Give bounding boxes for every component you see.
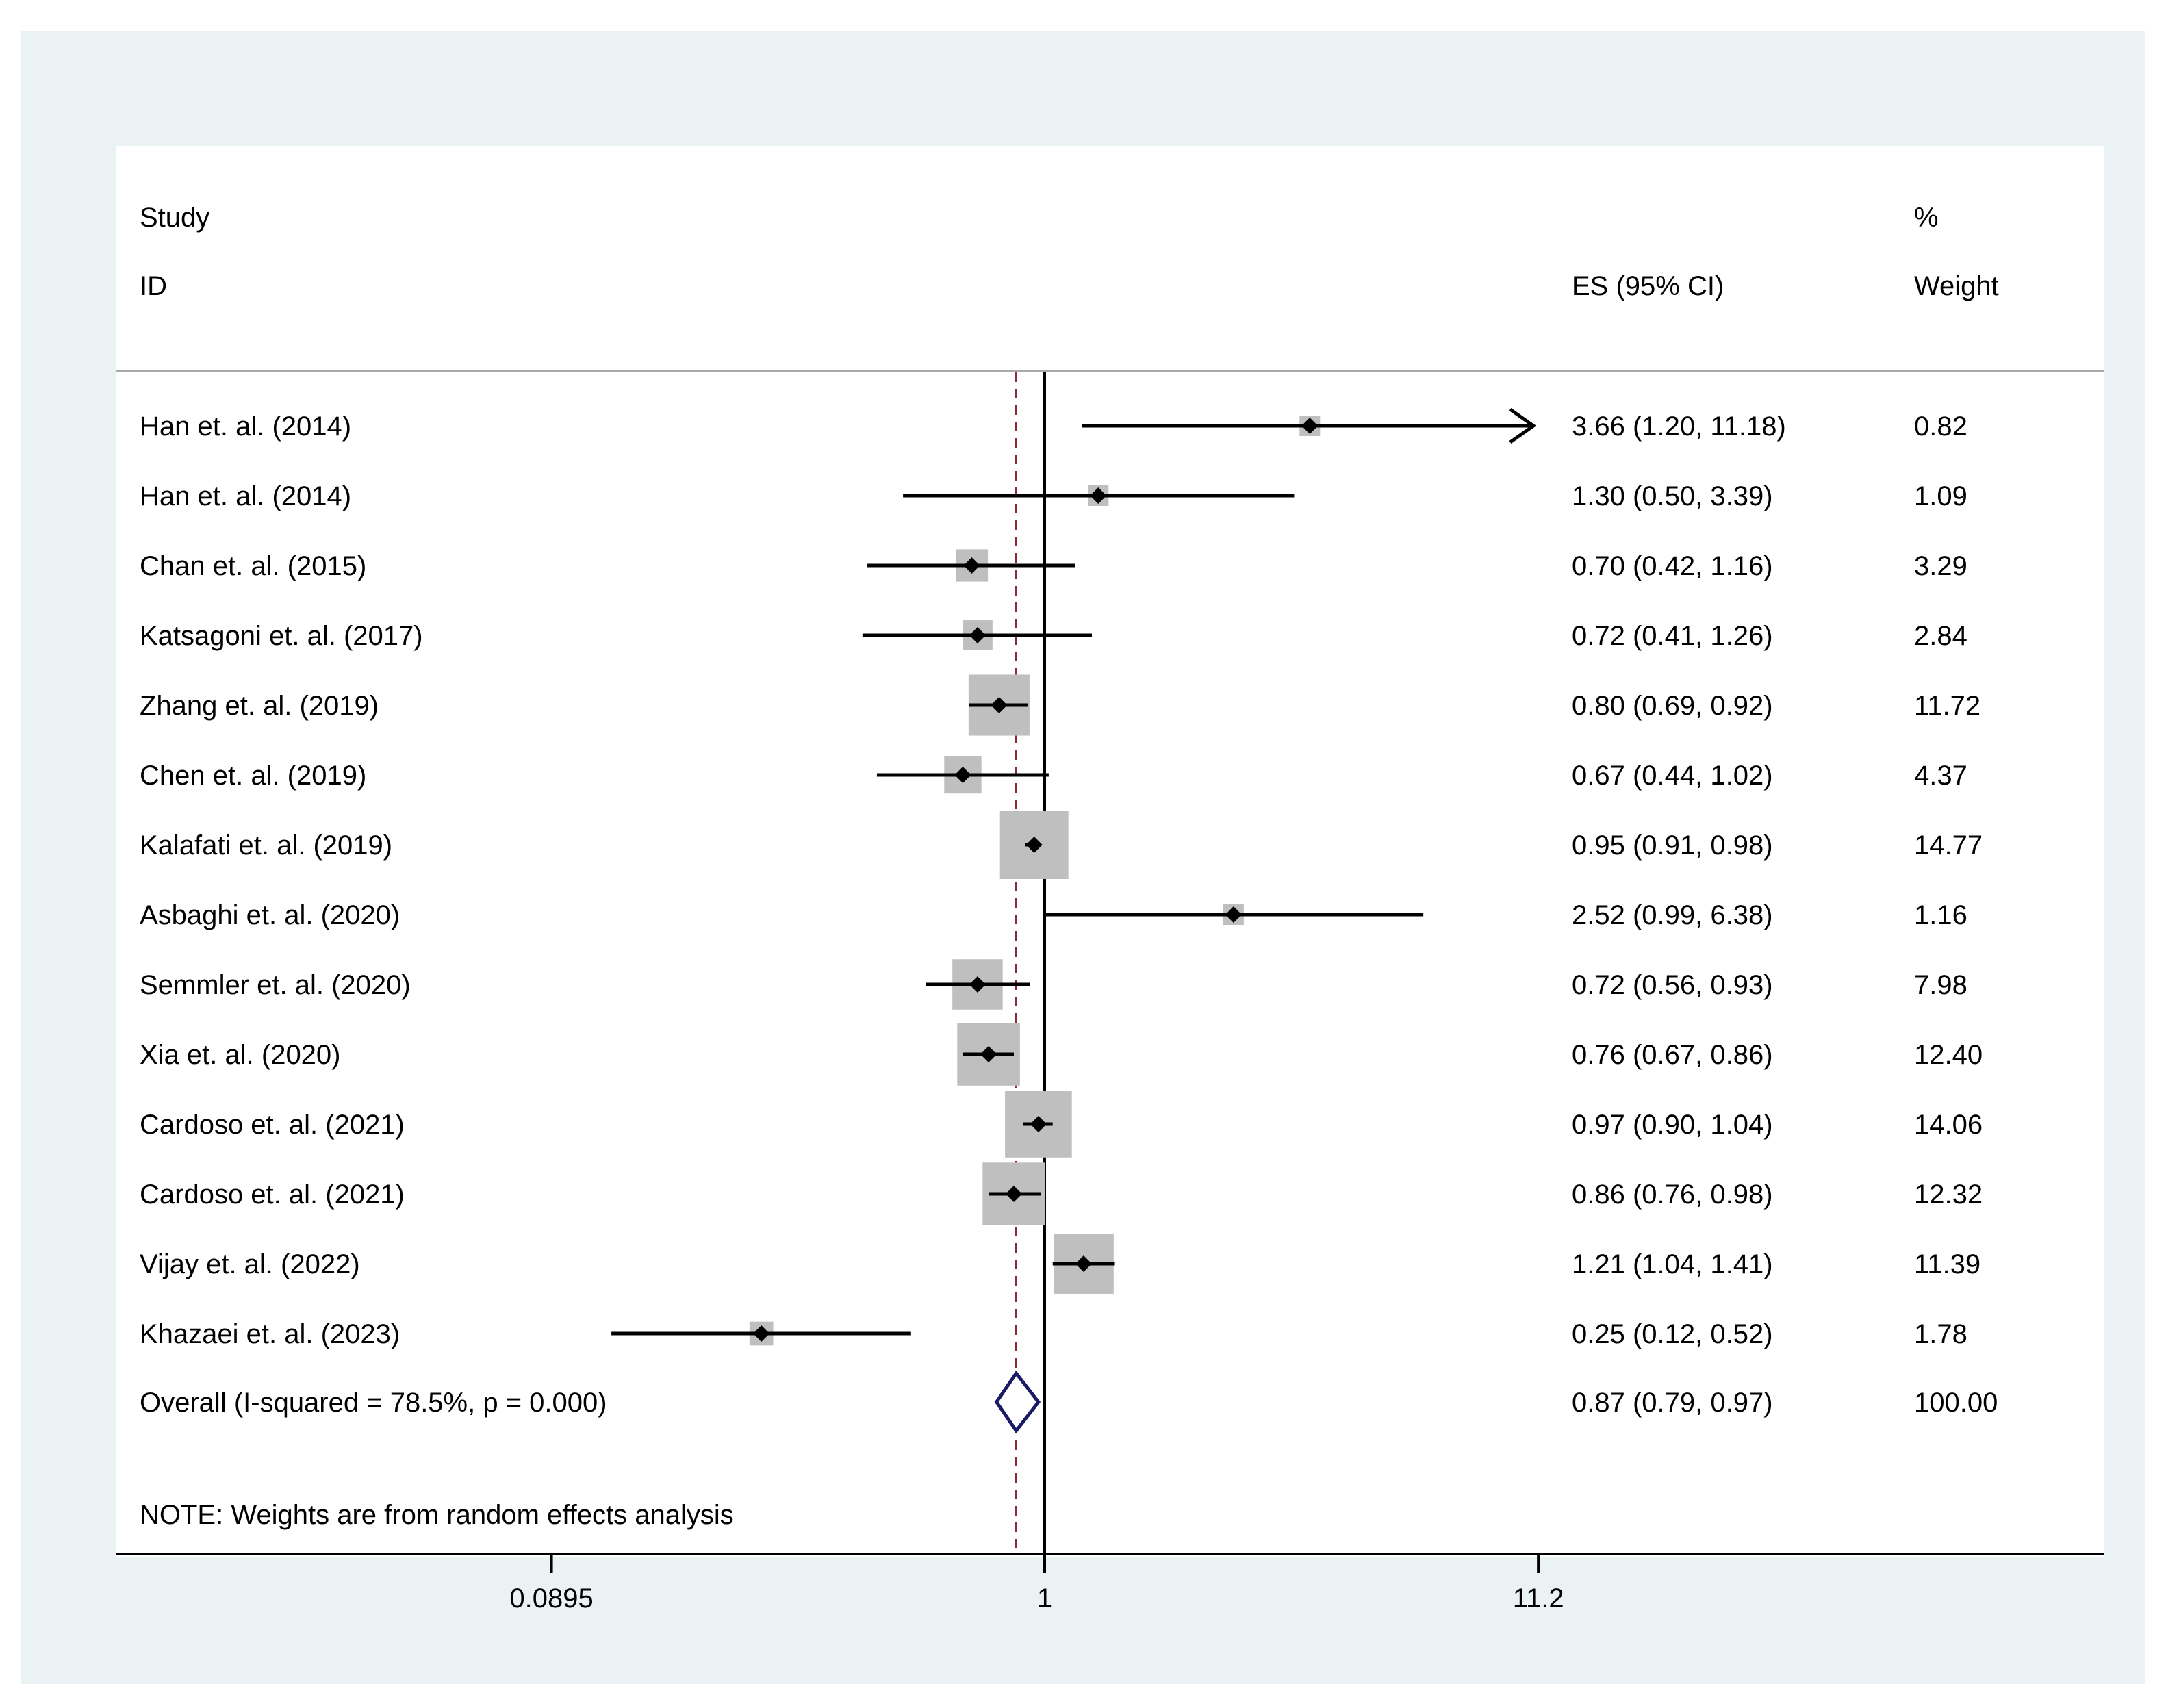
point-estimate bbox=[1090, 487, 1107, 504]
effect-size: 2.52 (0.99, 6.38) bbox=[1572, 900, 1773, 930]
study-row: Asbaghi et. al. (2020) 2.52 (0.99, 6.38) 1… bbox=[140, 900, 1967, 930]
overall-effect-size: 0.87 (0.79, 0.97) bbox=[1572, 1388, 1773, 1418]
point-estimate bbox=[991, 697, 1008, 713]
x-axis-ticks: 0.0895 1 11.2 bbox=[509, 1554, 1564, 1614]
weight-value: 12.32 bbox=[1914, 1180, 1983, 1210]
ci-arrow bbox=[1509, 407, 1537, 444]
study-id: Han et. al. (2014) bbox=[140, 411, 351, 442]
study-row: Chan et. al. (2015) 0.70 (0.42, 1.16) 3.29 bbox=[140, 549, 1967, 582]
x-tick-label: 11.2 bbox=[1513, 1583, 1564, 1614]
effect-size: 0.67 (0.44, 1.02) bbox=[1572, 761, 1773, 791]
point-estimate bbox=[954, 767, 971, 783]
header-study: Study bbox=[140, 203, 209, 233]
effect-size: 1.30 (0.50, 3.39) bbox=[1572, 481, 1773, 511]
study-row: Han et. al. (2014) 3.66 (1.20, 11.18) 0.82 bbox=[140, 407, 1967, 444]
header-percent: % bbox=[1914, 203, 1939, 233]
study-id: Xia et. al. (2020) bbox=[140, 1040, 341, 1070]
plot-area: Study ID ES (95% CI) % Weight Han et. al… bbox=[116, 146, 2104, 1557]
study-id: Asbaghi et. al. (2020) bbox=[140, 900, 400, 930]
effect-size: 0.95 (0.91, 0.98) bbox=[1572, 830, 1773, 861]
weight-value: 1.78 bbox=[1914, 1319, 1967, 1349]
point-estimate bbox=[753, 1325, 770, 1342]
study-row: Cardoso et. al. (2021) 0.86 (0.76, 0.98) 1… bbox=[140, 1162, 1983, 1225]
x-tick-label: 0.0895 bbox=[509, 1583, 593, 1614]
overall-diamond bbox=[994, 1370, 1041, 1434]
effect-size: 0.25 (0.12, 0.52) bbox=[1572, 1319, 1773, 1349]
overall-label: Overall (I-squared = 78.5%, p = 0.000) bbox=[140, 1388, 607, 1418]
effect-size: 0.97 (0.90, 1.04) bbox=[1572, 1110, 1773, 1140]
weight-value: 14.06 bbox=[1914, 1110, 1983, 1140]
weight-value: 11.39 bbox=[1914, 1249, 1980, 1279]
effect-size: 0.72 (0.56, 0.93) bbox=[1572, 970, 1773, 1000]
point-estimate bbox=[1225, 906, 1242, 923]
effect-size: 3.66 (1.20, 11.18) bbox=[1572, 411, 1786, 442]
study-id: Vijay et. al. (2022) bbox=[140, 1249, 360, 1279]
weight-value: 2.84 bbox=[1914, 621, 1967, 651]
weight-value: 0.82 bbox=[1914, 411, 1967, 442]
weight-value: 11.72 bbox=[1914, 691, 1980, 721]
study-row: Semmler et. al. (2020) 0.72 (0.56, 0.93) 7… bbox=[140, 959, 1967, 1010]
weight-value: 14.77 bbox=[1914, 830, 1983, 861]
weight-value: 4.37 bbox=[1914, 761, 1967, 791]
point-estimate bbox=[963, 557, 980, 574]
study-row: Katsagoni et. al. (2017) 0.72 (0.41, 1.26… bbox=[140, 620, 1967, 651]
study-row: Zhang et. al. (2019) 0.80 (0.69, 0.92) 11.… bbox=[140, 674, 1980, 736]
effect-size: 0.70 (0.42, 1.16) bbox=[1572, 551, 1773, 581]
study-row: Khazaei et. al. (2023) 0.25 (0.12, 0.52) 1… bbox=[140, 1319, 1967, 1349]
header-es: ES (95% CI) bbox=[1572, 271, 1724, 301]
header-id: ID bbox=[140, 271, 167, 301]
weight-value: 7.98 bbox=[1914, 970, 1967, 1000]
study-row: Kalafati et. al. (2019) 0.95 (0.91, 0.98)… bbox=[140, 811, 1983, 879]
chart-background: Study ID ES (95% CI) % Weight Han et. al… bbox=[21, 31, 2145, 1684]
point-estimate bbox=[969, 627, 986, 643]
effect-size: 0.76 (0.67, 0.86) bbox=[1572, 1040, 1773, 1070]
point-estimate bbox=[1005, 1186, 1022, 1202]
overall-row: Overall (I-squared = 78.5%, p = 0.000) 0.… bbox=[140, 1370, 1998, 1434]
study-id: Semmler et. al. (2020) bbox=[140, 970, 411, 1000]
study-id: Kalafati et. al. (2019) bbox=[140, 830, 392, 861]
effect-size: 0.80 (0.69, 0.92) bbox=[1572, 691, 1773, 721]
study-id: Khazaei et. al. (2023) bbox=[140, 1319, 400, 1349]
effect-size: 0.72 (0.41, 1.26) bbox=[1572, 621, 1773, 651]
weight-value: 1.09 bbox=[1914, 481, 1967, 511]
study-row: Han et. al. (2014) 1.30 (0.50, 3.39) 1.09 bbox=[140, 481, 1967, 511]
study-id: Han et. al. (2014) bbox=[140, 481, 351, 511]
note-text: NOTE: Weights are from random effects an… bbox=[140, 1500, 734, 1530]
study-row: Vijay et. al. (2022) 1.21 (1.04, 1.41) 11.… bbox=[140, 1234, 1980, 1294]
study-row: Cardoso et. al. (2021) 0.97 (0.90, 1.04) 1… bbox=[140, 1091, 1983, 1158]
forest-plot: Study ID ES (95% CI) % Weight Han et. al… bbox=[116, 203, 2104, 1555]
x-tick-label: 1 bbox=[1037, 1583, 1052, 1614]
effect-size: 0.86 (0.76, 0.98) bbox=[1572, 1180, 1773, 1210]
point-estimate bbox=[1025, 837, 1043, 853]
weight-value: 1.16 bbox=[1914, 900, 1967, 930]
point-estimate bbox=[980, 1046, 997, 1062]
study-id: Zhang et. al. (2019) bbox=[140, 691, 379, 721]
header-weight: Weight bbox=[1914, 271, 1999, 301]
point-estimate bbox=[1030, 1116, 1047, 1132]
point-estimate bbox=[1075, 1255, 1092, 1272]
study-id: Katsagoni et. al. (2017) bbox=[140, 621, 423, 651]
weight-value: 12.40 bbox=[1914, 1040, 1983, 1070]
study-id: Cardoso et. al. (2021) bbox=[140, 1180, 405, 1210]
overall-weight: 100.00 bbox=[1914, 1388, 1998, 1418]
study-id: Cardoso et. al. (2021) bbox=[140, 1110, 405, 1140]
study-id: Chan et. al. (2015) bbox=[140, 551, 366, 581]
weight-value: 3.29 bbox=[1914, 551, 1967, 581]
study-row: Chen et. al. (2019) 0.67 (0.44, 1.02) 4.37 bbox=[140, 756, 1967, 794]
point-estimate bbox=[1301, 418, 1318, 434]
point-estimate bbox=[969, 976, 986, 993]
effect-size: 1.21 (1.04, 1.41) bbox=[1572, 1249, 1773, 1279]
study-id: Chen et. al. (2019) bbox=[140, 761, 366, 791]
study-rows: Han et. al. (2014) 3.66 (1.20, 11.18) 0.82… bbox=[140, 407, 1998, 1434]
study-row: Xia et. al. (2020) 0.76 (0.67, 0.86) 12.40 bbox=[140, 1023, 1983, 1086]
